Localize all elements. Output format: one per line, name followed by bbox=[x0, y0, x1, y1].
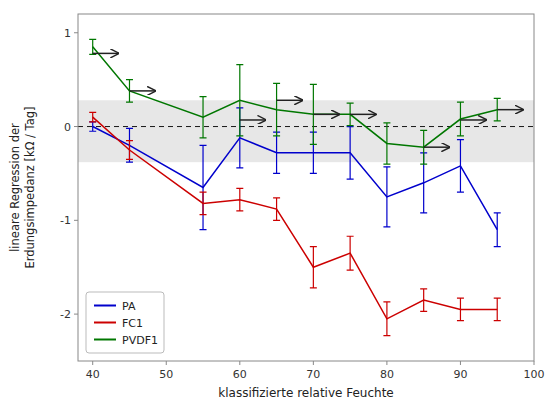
chart: 40 50 60 70 80 90 100 -2 -1 0 1 klassifizierte rela… bbox=[0, 0, 550, 409]
error-bar bbox=[383, 167, 390, 227]
x-tick-label: 60 bbox=[233, 368, 247, 381]
zero-line bbox=[78, 126, 534, 127]
error-bar bbox=[200, 192, 207, 215]
y-axis-label-line: lineare Regression der bbox=[8, 123, 22, 252]
y-tick bbox=[74, 32, 78, 33]
error-bar bbox=[126, 128, 133, 162]
arrow bbox=[424, 146, 450, 148]
x-tick-label: 50 bbox=[159, 368, 173, 381]
y-tick-label: -2 bbox=[60, 308, 71, 321]
x-tick-label: 70 bbox=[306, 368, 320, 381]
error-bar bbox=[200, 97, 207, 138]
y-tick-label: -1 bbox=[60, 214, 71, 227]
x-axis-label: klassifizierte relative Feuchte bbox=[218, 386, 394, 400]
legend-box bbox=[86, 292, 164, 353]
error-bar bbox=[273, 132, 280, 173]
error-bar bbox=[383, 302, 390, 336]
legend-swatch bbox=[94, 322, 116, 324]
error-bar bbox=[310, 247, 317, 288]
error-bar bbox=[383, 123, 390, 164]
error-bar bbox=[347, 127, 354, 180]
y-tick-label: 0 bbox=[64, 121, 71, 134]
arrow bbox=[350, 114, 376, 116]
error-bar bbox=[494, 298, 501, 321]
y-tick bbox=[74, 220, 78, 221]
x-tick bbox=[239, 361, 240, 365]
x-tick-label: 100 bbox=[524, 368, 545, 381]
error-bar bbox=[89, 122, 96, 131]
y-tick-label: 1 bbox=[64, 27, 71, 40]
legend-swatch bbox=[94, 305, 116, 307]
x-tick-label: 80 bbox=[380, 368, 394, 381]
error-bar bbox=[457, 140, 464, 193]
y-axis-label-line: Erdungsimpedanz [kΩ / Tag] bbox=[23, 106, 37, 268]
arrow bbox=[313, 114, 339, 116]
plot-area bbox=[78, 39, 534, 335]
x-tick bbox=[460, 361, 461, 365]
plot-frame bbox=[78, 14, 534, 361]
y-tick bbox=[74, 314, 78, 315]
legend: PA FC1 PVDF1 bbox=[86, 292, 164, 353]
error-bar bbox=[200, 145, 207, 229]
axes: 40 50 60 70 80 90 100 -2 -1 0 1 bbox=[60, 27, 544, 381]
error-bar bbox=[494, 213, 501, 247]
x-tick bbox=[166, 361, 167, 365]
error-bar bbox=[89, 112, 96, 121]
arrow bbox=[277, 100, 303, 102]
error-bar bbox=[126, 141, 133, 160]
x-tick bbox=[92, 361, 93, 365]
error-bar bbox=[347, 236, 354, 270]
series-line bbox=[93, 127, 498, 230]
legend-label: PVDF1 bbox=[122, 334, 158, 347]
series-line bbox=[93, 47, 498, 147]
arrow bbox=[93, 53, 119, 55]
x-tick bbox=[386, 361, 387, 365]
x-tick bbox=[534, 361, 535, 365]
error-bar bbox=[420, 289, 427, 312]
series bbox=[89, 39, 501, 164]
y-tick bbox=[74, 126, 78, 127]
y-axis-label: lineare Regression derErdungsimpedanz [k… bbox=[8, 106, 36, 268]
arrow bbox=[240, 119, 266, 121]
arrow bbox=[129, 90, 155, 92]
error-bar bbox=[457, 298, 464, 321]
error-bar bbox=[89, 39, 96, 54]
x-tick bbox=[313, 361, 314, 365]
x-tick-label: 90 bbox=[453, 368, 467, 381]
error-bar bbox=[236, 65, 243, 136]
arrow bbox=[497, 109, 523, 111]
error-bar bbox=[273, 198, 280, 221]
error-bar bbox=[236, 188, 243, 211]
series-line bbox=[93, 117, 498, 319]
legend-swatch bbox=[94, 339, 116, 341]
legend-label: FC1 bbox=[122, 317, 143, 330]
error-bar bbox=[273, 83, 280, 136]
legend-label: PA bbox=[122, 300, 136, 313]
x-tick-label: 40 bbox=[86, 368, 100, 381]
arrow bbox=[460, 119, 486, 121]
error-bar bbox=[457, 102, 464, 136]
series bbox=[89, 108, 501, 247]
